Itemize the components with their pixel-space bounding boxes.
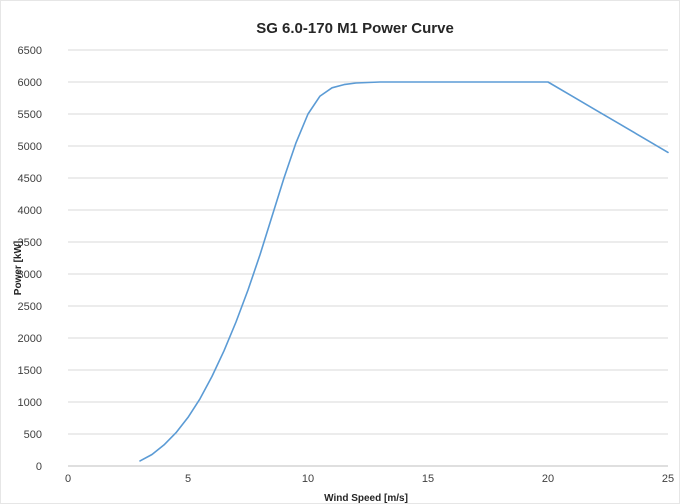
y-tick-label: 0 xyxy=(36,461,42,473)
x-tick-labels: 0 5 10 15 20 25 xyxy=(65,473,674,485)
y-tick-label: 3500 xyxy=(18,237,42,249)
y-tick-label: 3000 xyxy=(18,269,42,281)
y-tick-label: 6000 xyxy=(18,77,42,89)
y-tick-label: 1500 xyxy=(18,365,42,377)
x-axis-label: Wind Speed [m/s] xyxy=(324,493,408,504)
y-tick-labels: 0 500 1000 1500 2000 2500 3000 3500 4000 4500 5000… xyxy=(18,45,42,473)
y-tick-label: 2000 xyxy=(18,333,42,345)
y-tick-label: 1000 xyxy=(18,397,42,409)
x-tick-label: 20 xyxy=(542,473,554,485)
x-tick-label: 5 xyxy=(185,473,191,485)
y-tick-label: 4500 xyxy=(18,173,42,185)
y-tick-label: 500 xyxy=(24,429,42,441)
y-tick-label: 5000 xyxy=(18,141,42,153)
series-layer xyxy=(139,81,669,462)
y-tick-label: 4000 xyxy=(18,205,42,217)
x-tick-label: 10 xyxy=(302,473,314,485)
y-tick-label: 5500 xyxy=(18,109,42,121)
y-axis-label: Power [kW] xyxy=(13,241,24,295)
x-tick-label: 25 xyxy=(662,473,674,485)
grid-lines xyxy=(68,49,668,435)
x-tick-label: 15 xyxy=(422,473,434,485)
y-tick-label: 6500 xyxy=(18,45,42,57)
y-tick-label: 2500 xyxy=(18,301,42,313)
chart-title: SG 6.0-170 M1 Power Curve xyxy=(256,20,454,37)
x-tick-label: 0 xyxy=(65,473,71,485)
power-curve-line xyxy=(139,81,669,462)
